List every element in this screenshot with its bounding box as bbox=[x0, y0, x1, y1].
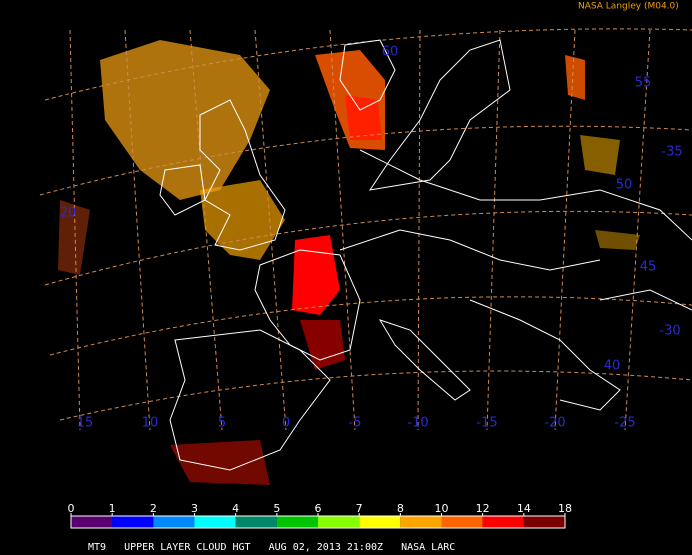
colorbar-tick-label: 18 bbox=[558, 502, 572, 515]
colorbar-segment bbox=[235, 516, 277, 528]
lon-label: -15 bbox=[476, 416, 497, 431]
colorbar-tick-label: 12 bbox=[476, 502, 490, 515]
colorbar-tick-label: 1 bbox=[109, 502, 116, 515]
colorbar: 0 1 2 3 4 5 6 7 8 10 12 14 18 bbox=[68, 502, 572, 529]
colorbar-segment bbox=[482, 516, 524, 528]
colorbar-tick-label: 3 bbox=[191, 502, 198, 515]
lat-label: 20 bbox=[60, 206, 77, 221]
lat-label: 50 bbox=[616, 178, 633, 193]
colorbar-segment bbox=[523, 516, 565, 528]
colorbar-segment bbox=[71, 516, 113, 528]
colorbar-segment bbox=[400, 516, 442, 528]
colorbar-segment bbox=[194, 516, 236, 528]
lon-label: -5 bbox=[349, 416, 362, 431]
coastlines bbox=[159, 39, 692, 471]
colorbar-tick-label: 10 bbox=[435, 502, 449, 515]
colorbar-segment bbox=[276, 516, 318, 528]
colorbar-tick-label: 8 bbox=[397, 502, 404, 515]
colorbar-segment bbox=[359, 516, 401, 528]
lon-label: 15 bbox=[77, 416, 94, 431]
credit: NASA Langley (M04.0) bbox=[578, 2, 679, 12]
grid-labels: 60 55 -35 50 20 45 -30 40 15 10 5 0 -5 -… bbox=[60, 45, 683, 431]
lon-label: -10 bbox=[407, 416, 428, 431]
lon-label: -20 bbox=[544, 416, 565, 431]
lat-label: -30 bbox=[659, 324, 680, 339]
lon-label: 10 bbox=[142, 416, 159, 431]
colorbar-segment bbox=[318, 516, 360, 528]
lat-label: 60 bbox=[382, 45, 399, 60]
colorbar-tick-label: 6 bbox=[315, 502, 322, 515]
graticule bbox=[39, 28, 692, 431]
lon-label: -25 bbox=[614, 416, 635, 431]
colorbar-tick-label: 7 bbox=[356, 502, 363, 515]
colorbar-segment bbox=[112, 516, 154, 528]
lat-label: 40 bbox=[604, 359, 621, 374]
colorbar-tick-label: 0 bbox=[68, 502, 75, 515]
colorbar-tick-label: 2 bbox=[150, 502, 157, 515]
colorbar-tick-label: 14 bbox=[517, 502, 531, 515]
colorbar-tick-label: 5 bbox=[273, 502, 280, 515]
colorbar-segment bbox=[441, 516, 483, 528]
lat-label: 45 bbox=[640, 260, 657, 275]
caption: MT9 UPPER LAYER CLOUD HGT AUG 02, 2013 2… bbox=[88, 542, 455, 553]
lon-label: 0 bbox=[282, 416, 290, 431]
colorbar-segment bbox=[153, 516, 195, 528]
lat-label: 55 bbox=[635, 76, 652, 91]
lon-label: 5 bbox=[218, 416, 226, 431]
cloud-patches bbox=[58, 40, 640, 485]
lat-label: -35 bbox=[661, 145, 682, 160]
colorbar-tick-label: 4 bbox=[232, 502, 239, 515]
